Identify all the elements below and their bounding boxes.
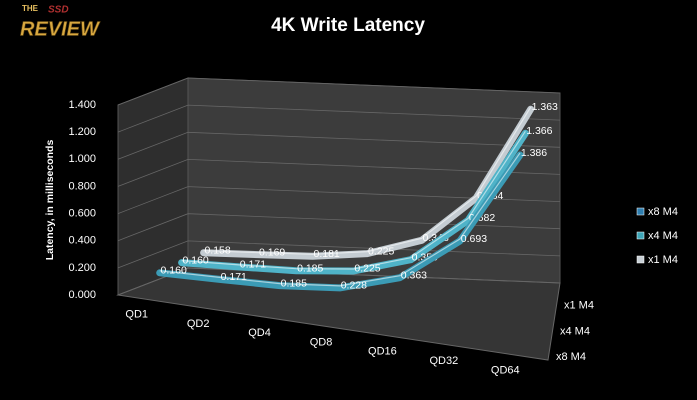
y-tick-label: 0.200: [68, 262, 96, 274]
value-label: 0.228: [341, 280, 367, 292]
series-line: [156, 151, 524, 292]
x-tick-label: QD8: [310, 336, 333, 348]
grid-line: [117, 186, 561, 214]
grid-line: [117, 213, 561, 242]
x-tick-label: QD64: [491, 364, 520, 376]
y-tick-label: 1.000: [68, 153, 96, 165]
y-tick-label: 0.000: [68, 289, 96, 301]
value-label: 0.160: [161, 265, 187, 277]
value-label: 0.160: [183, 254, 209, 266]
grid-line: [117, 77, 561, 106]
legend-label: x8 M4: [648, 206, 678, 218]
value-label: 1.363: [532, 101, 558, 113]
value-label: 0.171: [240, 259, 266, 271]
x-tick-label: QD16: [368, 346, 397, 358]
y-tick-label: 1.200: [68, 126, 96, 138]
value-label: 0.225: [368, 245, 394, 257]
logo-ssd: SSD: [48, 5, 69, 16]
value-label: 0.363: [401, 269, 427, 281]
logo-the: THE: [22, 4, 39, 13]
value-label: 1.386: [521, 147, 547, 159]
depth-label: x1 M4: [564, 300, 594, 312]
legend-swatch: [636, 231, 645, 240]
chart-title: 4K Write Latency: [271, 15, 425, 36]
x-tick-label: QD2: [187, 318, 210, 330]
logo-review: REVIEW: [20, 18, 101, 40]
grid-line: [117, 240, 561, 269]
value-label: 1.366: [526, 125, 552, 137]
side-wall: [117, 77, 189, 296]
depth-label: x4 M4: [560, 325, 590, 337]
series-line: [178, 129, 529, 275]
legend-label: x4 M4: [648, 230, 678, 242]
y-tick-label: 1.400: [68, 99, 96, 111]
line-highlight: [181, 130, 526, 270]
legend-swatch: [636, 255, 645, 264]
series-line: [200, 105, 535, 260]
depth-label: x8 M4: [556, 351, 586, 363]
grid-line: [117, 131, 561, 160]
x-tick-label: QD1: [125, 309, 148, 321]
y-axis-title: Latency, in milliseconds: [44, 140, 56, 261]
value-label: 0.171: [221, 271, 247, 283]
value-label: 0.185: [297, 262, 323, 274]
value-label: 0.158: [204, 245, 230, 257]
grid-line: [117, 267, 561, 296]
line-highlight: [159, 152, 521, 287]
line-highlight: [203, 106, 532, 255]
x-tick-label: QD32: [429, 355, 458, 367]
value-label: 0.693: [461, 233, 487, 245]
y-tick-label: 0.400: [68, 235, 96, 247]
grid-line: [117, 104, 561, 133]
grid-line: [117, 158, 561, 187]
legend-swatch: [636, 207, 645, 216]
y-tick-label: 0.800: [68, 180, 96, 192]
x-tick-label: QD4: [248, 327, 271, 339]
y-tick-label: 0.600: [68, 207, 96, 219]
value-label: 0.225: [354, 263, 380, 275]
legend-label: x1 M4: [648, 254, 678, 266]
value-label: 0.181: [314, 248, 340, 260]
value-label: 0.185: [281, 277, 307, 289]
value-label: 0.169: [259, 246, 285, 258]
